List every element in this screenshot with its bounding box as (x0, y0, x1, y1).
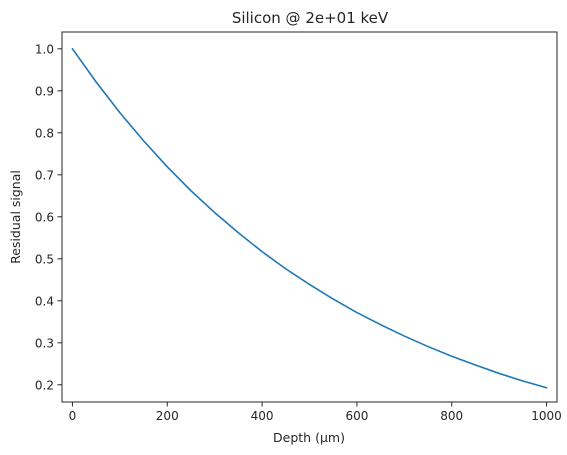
x-tick-label: 800 (440, 409, 463, 423)
x-tick-label: 600 (345, 409, 368, 423)
y-tick-label: 0.7 (35, 168, 54, 182)
x-tick-label: 400 (251, 409, 274, 423)
y-tick-label: 0.3 (35, 336, 54, 350)
y-axis-label: Residual signal (8, 170, 23, 264)
y-tick-label: 1.0 (35, 42, 54, 56)
plot-frame (61, 31, 558, 403)
y-tick-label: 0.6 (35, 210, 54, 224)
y-tick-label: 0.9 (35, 84, 54, 98)
x-tick-label: 0 (69, 409, 77, 423)
y-tick-label: 0.5 (35, 252, 54, 266)
y-tick-label: 0.8 (35, 126, 54, 140)
chart-title: Silicon @ 2e+01 keV (232, 9, 389, 27)
y-tick-label: 0.2 (35, 378, 54, 392)
series-line-0 (71, 47, 548, 389)
y-tick-label: 0.4 (35, 294, 54, 308)
x-tick-label: 200 (156, 409, 179, 423)
x-tick-label: 1000 (531, 409, 562, 423)
x-axis-label: Depth (µm) (273, 430, 345, 445)
plot-area (71, 47, 548, 389)
